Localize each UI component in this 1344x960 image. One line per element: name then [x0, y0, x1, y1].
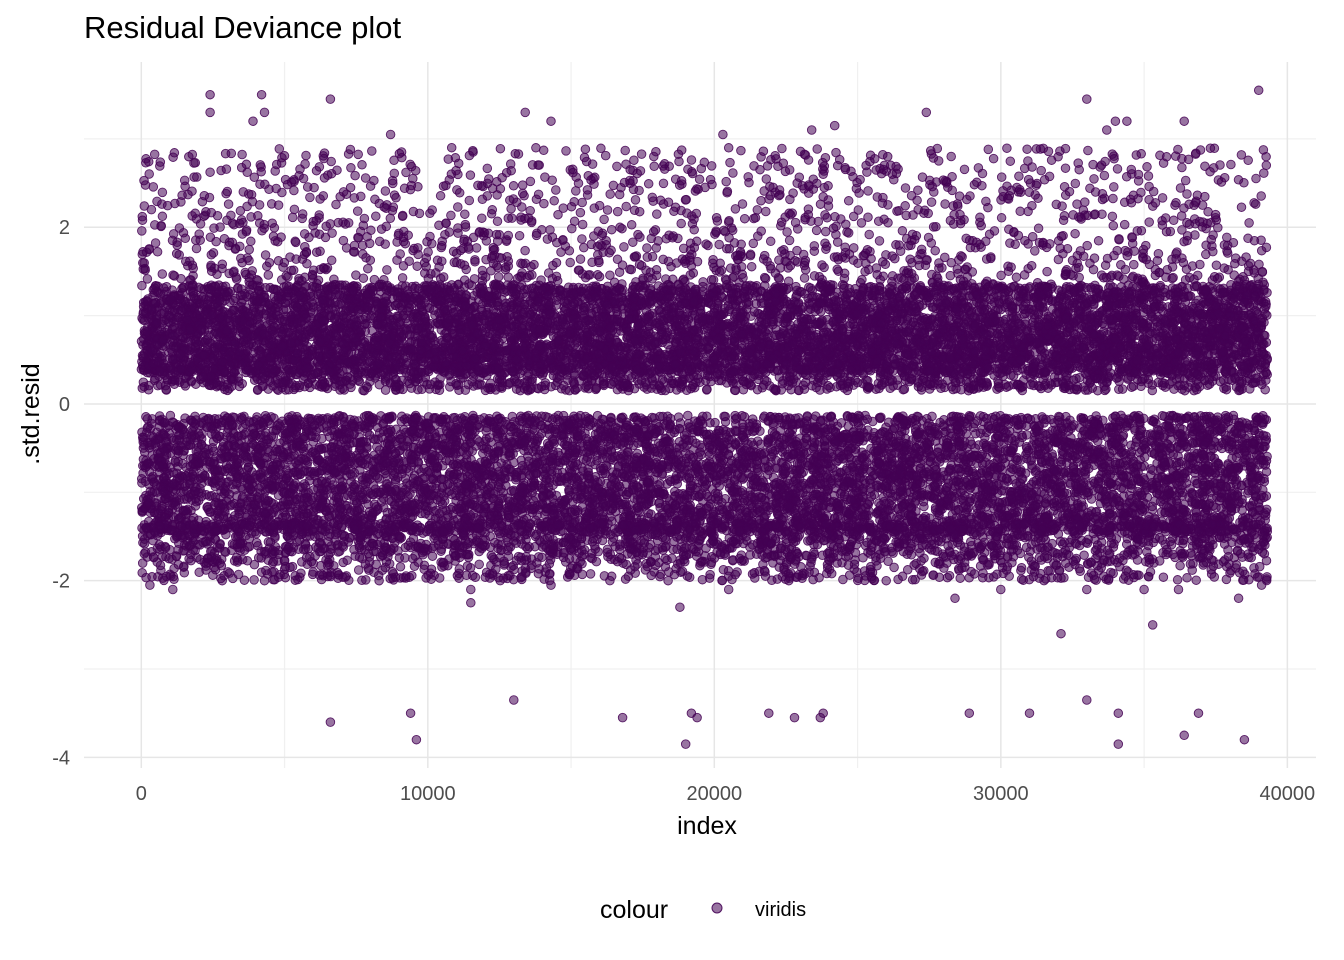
points-layer — [136, 142, 1273, 586]
data-point — [720, 417, 731, 427]
data-point — [621, 489, 631, 500]
data-point — [386, 496, 397, 507]
data-point — [1179, 499, 1189, 510]
data-point — [971, 470, 982, 481]
data-point — [730, 414, 740, 424]
data-point — [303, 413, 314, 423]
data-point — [523, 451, 533, 461]
data-point — [1015, 478, 1026, 489]
data-point — [242, 452, 252, 462]
data-point — [758, 413, 769, 423]
data-point — [525, 415, 536, 426]
data-point — [601, 460, 611, 471]
data-point — [778, 466, 789, 476]
data-point — [687, 454, 698, 464]
chart-title: Residual Deviance plot — [84, 10, 402, 45]
data-point — [464, 434, 475, 444]
data-point — [373, 434, 383, 445]
data-point — [326, 425, 337, 436]
data-point — [885, 504, 895, 515]
data-point — [696, 450, 706, 460]
data-point — [763, 437, 773, 447]
data-point — [826, 412, 836, 422]
data-point — [571, 481, 581, 491]
data-point — [1089, 460, 1099, 471]
data-point — [397, 487, 407, 498]
data-point — [875, 413, 885, 424]
data-point — [233, 431, 244, 441]
data-point — [746, 437, 757, 448]
